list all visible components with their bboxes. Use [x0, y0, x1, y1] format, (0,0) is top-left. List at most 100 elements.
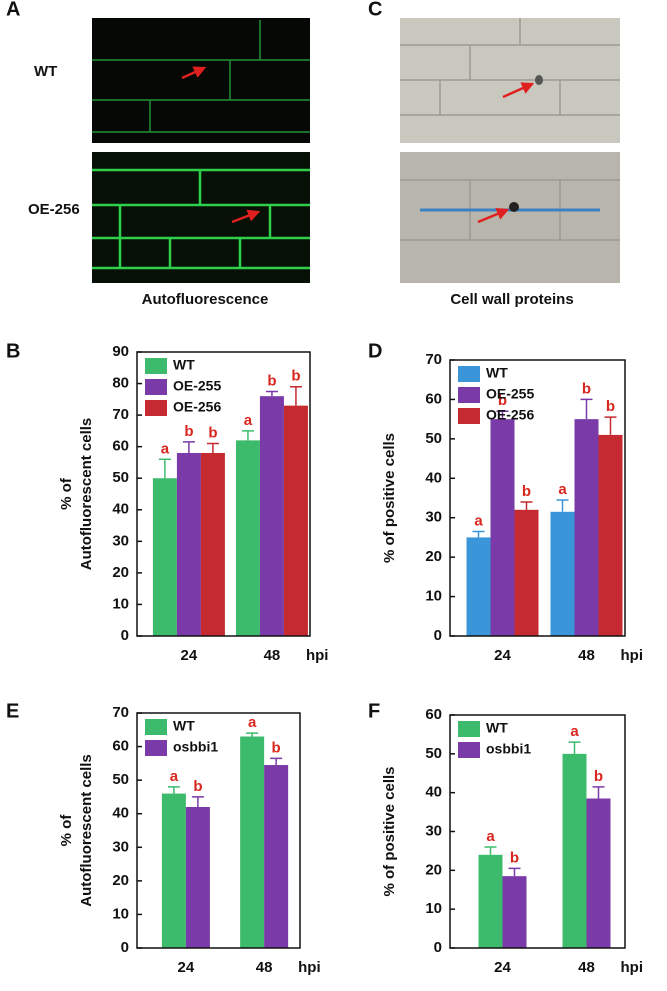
y-axis-label: % of	[58, 477, 75, 510]
error-bar	[568, 741, 581, 754]
axis-frame	[449, 714, 626, 949]
y-tick-label: 90	[112, 343, 129, 360]
significance-letter: a	[248, 714, 257, 731]
error-bar	[508, 867, 521, 877]
legend-label: WT	[486, 365, 508, 381]
y-tick-label: 50	[112, 469, 129, 486]
error-bar	[556, 499, 569, 512]
y-axis-label: % of	[58, 814, 75, 847]
error-bar	[270, 757, 283, 766]
image-caption: Autofluorescence	[142, 291, 269, 308]
x-axis-label: hpi	[298, 959, 321, 976]
bar	[240, 736, 265, 948]
y-tick-label: 70	[112, 704, 129, 721]
significance-letter: b	[522, 483, 531, 500]
y-tick-label: 10	[112, 905, 129, 922]
row-label: OE-256	[28, 201, 80, 218]
legend-swatch	[458, 408, 480, 424]
y-tick-label: 20	[425, 548, 442, 565]
bar	[185, 807, 210, 948]
legend-label: WT	[173, 357, 195, 373]
legend-label: osbbi1	[486, 741, 531, 757]
y-tick-label: 0	[434, 627, 442, 644]
y-tick-label: 10	[425, 588, 442, 605]
significance-letter: b	[582, 380, 591, 397]
significance-letter: b	[594, 768, 603, 785]
y-tick-label: 50	[425, 745, 442, 762]
error-bar	[604, 416, 617, 435]
axis-frame	[136, 351, 311, 637]
x-tick-label: 24	[178, 959, 195, 976]
error-bar	[265, 390, 278, 397]
panel-label: B	[6, 340, 20, 362]
legend-swatch	[145, 379, 167, 395]
y-tick-label: 50	[112, 771, 129, 788]
legend-label: OE-255	[173, 378, 221, 394]
y-tick-label: 60	[425, 390, 442, 407]
legend-label: WT	[486, 720, 508, 736]
significance-letter: b	[184, 423, 193, 440]
x-tick-label: 24	[181, 647, 198, 664]
row-label: WT	[34, 63, 57, 80]
y-axis-label: Autofluorescent cells	[78, 754, 95, 907]
error-bar	[520, 501, 533, 510]
y-axis-label: % of positive cells	[381, 766, 398, 896]
error-bar	[592, 786, 605, 799]
significance-letter: a	[244, 412, 253, 429]
bar	[235, 440, 260, 636]
bar	[502, 876, 527, 948]
error-bar	[246, 732, 259, 737]
legend-swatch	[145, 740, 167, 756]
x-tick-label: 48	[578, 647, 595, 664]
bar	[152, 478, 177, 636]
bar	[586, 798, 611, 948]
x-tick-label: 48	[264, 647, 281, 664]
y-tick-label: 60	[112, 438, 129, 455]
legend-swatch	[458, 721, 480, 737]
bar	[283, 405, 308, 636]
legend-swatch	[458, 387, 480, 403]
bar	[200, 452, 225, 636]
error-bar	[241, 430, 254, 441]
error-bar	[472, 530, 485, 538]
y-tick-label: 80	[112, 375, 129, 392]
x-tick-label: 48	[578, 959, 595, 976]
legend-label: OE-256	[486, 407, 534, 423]
error-bar	[206, 442, 219, 453]
y-tick-label: 0	[434, 939, 442, 956]
fluorescence-image	[92, 18, 310, 283]
error-bar	[289, 385, 302, 406]
significance-letter: b	[510, 849, 519, 866]
significance-letter: a	[474, 512, 483, 529]
x-axis-label: hpi	[621, 647, 644, 664]
y-tick-label: 40	[425, 784, 442, 801]
x-tick-label: 24	[494, 647, 511, 664]
error-bar	[580, 398, 593, 420]
legend-swatch	[458, 366, 480, 382]
bar	[598, 434, 623, 636]
y-tick-label: 30	[112, 838, 129, 855]
bar	[176, 452, 201, 636]
panel-label: C	[368, 0, 382, 20]
y-tick-label: 30	[425, 509, 442, 526]
legend-swatch	[145, 400, 167, 416]
y-tick-label: 30	[425, 822, 442, 839]
panel-label: A	[6, 0, 20, 20]
y-tick-label: 60	[425, 706, 442, 723]
y-tick-label: 50	[425, 430, 442, 447]
bar	[264, 765, 289, 948]
significance-letter: a	[570, 723, 579, 740]
error-bar	[496, 410, 509, 420]
image-caption: Cell wall proteins	[450, 291, 573, 308]
error-bar	[158, 458, 171, 479]
significance-letter: a	[486, 828, 495, 845]
error-bar	[484, 846, 497, 855]
bar	[466, 537, 491, 636]
y-tick-label: 10	[112, 595, 129, 612]
legend-swatch	[145, 719, 167, 735]
bar	[574, 419, 599, 636]
significance-letter: b	[291, 368, 300, 385]
significance-letter: b	[606, 398, 615, 415]
x-tick-label: 24	[494, 959, 511, 976]
y-tick-label: 40	[112, 805, 129, 822]
